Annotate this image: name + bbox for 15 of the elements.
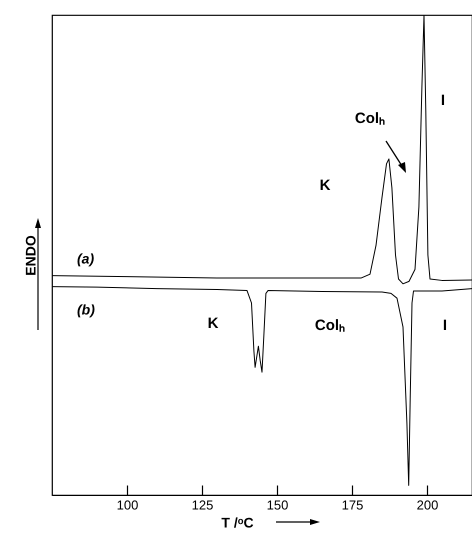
x-tick-label: 150: [266, 498, 288, 512]
y-axis-title: ENDO: [22, 235, 38, 276]
series-label: (b): [77, 302, 96, 318]
annotation: I: [442, 317, 448, 334]
x-axis-title: T /ᵒC: [221, 514, 254, 530]
annotation: K: [320, 177, 331, 194]
annotation: Colₕ: [354, 110, 386, 127]
series-label: (a): [77, 250, 94, 267]
x-tick-label: 100: [116, 498, 138, 512]
annotation: I: [440, 92, 446, 109]
x-tick-label: 125: [192, 498, 214, 512]
annotation: Colₕ: [314, 317, 346, 334]
x-tick-label: 200: [416, 498, 438, 512]
annotation: K: [208, 315, 219, 332]
x-tick-label: 175: [342, 498, 364, 512]
